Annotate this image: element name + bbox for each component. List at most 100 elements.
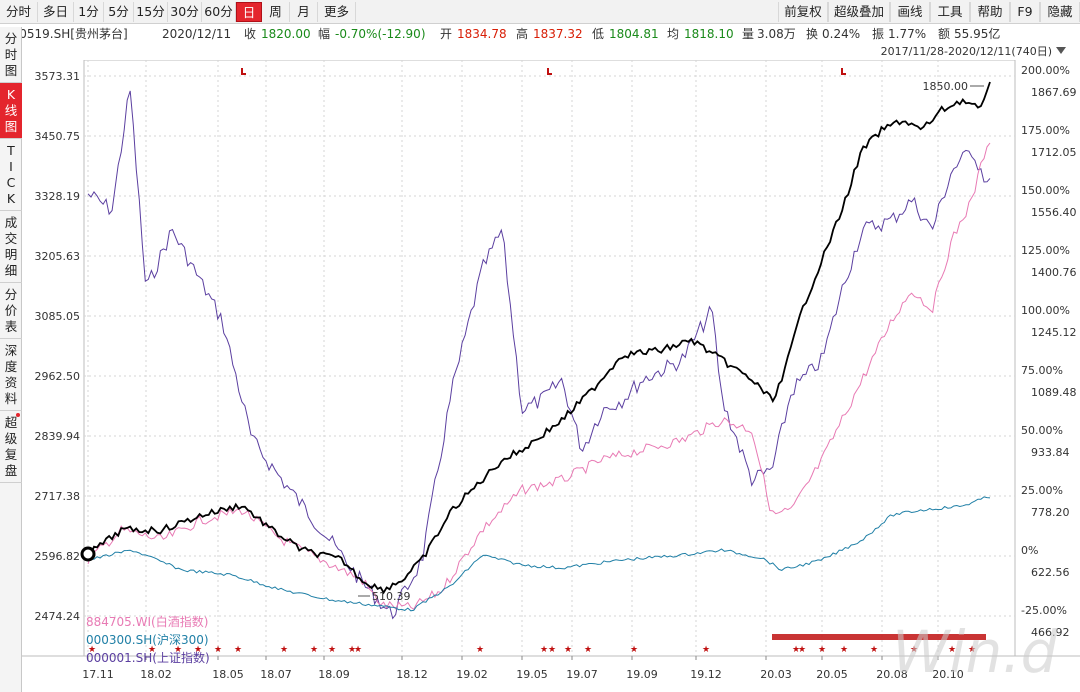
period-button-6[interactable]: 60分: [202, 2, 236, 22]
change-label: 幅: [318, 27, 331, 41]
amplitude-value: 1.77%: [888, 27, 927, 41]
period-button-8[interactable]: 周: [262, 2, 290, 22]
event-star: ★: [234, 645, 242, 655]
x-axis-tick: 18.12: [396, 668, 428, 681]
x-axis-tick: 18.07: [260, 668, 292, 681]
event-star: ★: [214, 645, 222, 655]
tool-button-4[interactable]: 帮助: [970, 2, 1010, 22]
tool-button-5[interactable]: F9: [1010, 2, 1040, 22]
right-price-tick: 1712.05: [1031, 146, 1077, 159]
legend-item-1: 000300.SH(沪深300): [86, 633, 209, 647]
low-label: 低: [592, 27, 605, 41]
tool-button-2[interactable]: 画线: [890, 2, 930, 22]
side-tab-5[interactable]: 深度资料: [0, 339, 22, 411]
x-axis-tick: 20.10: [932, 668, 964, 681]
event-flag: [841, 68, 846, 75]
x-axis-tick: 20.03: [760, 668, 792, 681]
amount-value: 55.95亿: [954, 27, 1001, 41]
event-star: ★: [584, 645, 592, 655]
event-star: ★: [798, 645, 806, 655]
right-price-tick: 933.84: [1031, 446, 1070, 459]
period-button-10[interactable]: 更多: [318, 2, 356, 22]
period-button-1[interactable]: 多日: [38, 2, 74, 22]
right-pct-tick: 25.00%: [1021, 484, 1063, 497]
event-star: ★: [476, 645, 484, 655]
period-button-9[interactable]: 月: [290, 2, 318, 22]
period-button-0[interactable]: 分时: [0, 2, 38, 22]
side-tab-4[interactable]: 分价表: [0, 283, 22, 339]
event-star: ★: [948, 645, 956, 655]
left-axis-tick: 3450.75: [35, 130, 81, 143]
event-star: ★: [354, 645, 362, 655]
right-pct-tick: 150.00%: [1021, 184, 1070, 197]
turnover-label: 换: [806, 27, 819, 41]
avg-label: 均: [667, 27, 680, 41]
x-axis-tick: 19.02: [456, 668, 488, 681]
right-price-tick: 1556.40: [1031, 206, 1077, 219]
min-price-label: 510.39: [372, 590, 411, 603]
avg-value: 1818.10: [684, 27, 734, 41]
tool-button-3[interactable]: 工具: [930, 2, 970, 22]
period-button-3[interactable]: 5分: [104, 2, 134, 22]
start-marker: [80, 546, 96, 562]
event-star: ★: [328, 645, 336, 655]
x-axis-tick: 18.09: [318, 668, 350, 681]
date-range[interactable]: 2017/11/28-2020/12/11(740日): [880, 45, 1052, 58]
event-star: ★: [194, 645, 202, 655]
right-price-tick: 778.20: [1031, 506, 1070, 519]
side-tab-0[interactable]: 分时图: [0, 27, 22, 83]
period-button-2[interactable]: 1分: [74, 2, 104, 22]
left-axis-tick: 2474.24: [35, 610, 81, 623]
right-pct-tick: 100.00%: [1021, 304, 1070, 317]
chevron-down-icon[interactable]: [1056, 47, 1066, 54]
x-axis-tick: 17.11: [82, 668, 114, 681]
series-line-hs300: [87, 496, 991, 612]
right-pct-tick: 125.00%: [1021, 244, 1070, 257]
period-button-4[interactable]: 15分: [134, 2, 168, 22]
period-button-7[interactable]: 日: [236, 2, 262, 22]
left-axis-tick: 2839.94: [35, 430, 81, 443]
event-star: ★: [792, 645, 800, 655]
event-band: [772, 634, 986, 640]
x-axis-tick: 18.02: [140, 668, 172, 681]
stock-code[interactable]: 600519.SH[贵州茅台]: [4, 27, 128, 41]
period-button-5[interactable]: 30分: [168, 2, 202, 22]
right-pct-tick: 50.00%: [1021, 424, 1063, 437]
right-pct-tick: 0%: [1021, 544, 1038, 557]
side-tab-6[interactable]: 超级复盘: [0, 411, 22, 483]
event-star: ★: [870, 645, 878, 655]
tool-button-6[interactable]: 隐藏: [1040, 2, 1080, 22]
left-axis-tick: 3573.31: [35, 70, 81, 83]
event-flag: [241, 68, 246, 75]
x-axis-tick: 19.07: [566, 668, 598, 681]
right-pct-tick: -25.00%: [1021, 604, 1067, 617]
quote-date: 2020/12/11: [162, 27, 232, 41]
low-value: 1804.81: [609, 27, 659, 41]
period-toolbar: 分时 多日 1分 5分 15分 30分 60分日周月更多 前复权 超级叠加 画线 工具 帮助 F9 隐藏: [0, 0, 1080, 24]
plot-frame: [83, 60, 1016, 657]
amount-label: 额: [938, 27, 951, 41]
x-axis-tick: 18.05: [212, 668, 244, 681]
tool-button-1[interactable]: 超级叠加: [828, 2, 890, 22]
watermark-logo: Win.d: [892, 618, 1059, 686]
event-star: ★: [548, 645, 556, 655]
tool-button-0[interactable]: 前复权: [778, 2, 828, 22]
new-badge-dot: [16, 413, 20, 417]
right-price-tick: 1089.48: [1031, 386, 1077, 399]
event-star: ★: [174, 645, 182, 655]
right-pct-tick: 200.00%: [1021, 64, 1070, 77]
close-label: 收: [244, 27, 257, 41]
right-pct-tick: 75.00%: [1021, 364, 1063, 377]
event-star: ★: [540, 645, 548, 655]
kline-chart[interactable]: 3573.31 200.00% 1867.69 3450.75 175.00% 1712.…: [22, 60, 1080, 692]
chart-canvas[interactable]: 3573.31 200.00% 1867.69 3450.75 175.00% 1712.…: [22, 60, 1080, 692]
right-price-tick: 622.56: [1031, 566, 1070, 579]
side-tab-3[interactable]: 成交明细: [0, 211, 22, 283]
left-axis-tick: 3085.05: [35, 310, 81, 323]
high-label: 高: [516, 27, 529, 41]
right-price-tick: 1400.76: [1031, 266, 1077, 279]
right-price-tick: 466.92: [1031, 626, 1070, 639]
